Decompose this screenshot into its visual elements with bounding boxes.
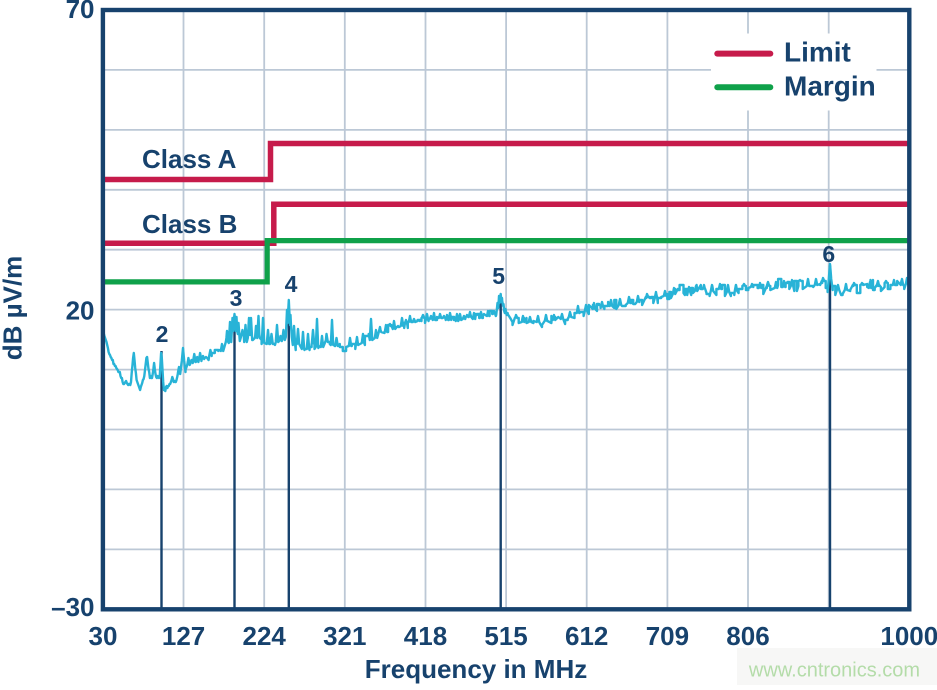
svg-text:www.cntronics.com: www.cntronics.com <box>748 660 920 682</box>
svg-text:709: 709 <box>646 621 689 651</box>
svg-text:Frequency in MHz: Frequency in MHz <box>365 654 587 684</box>
svg-text:dB µV/m: dB µV/m <box>0 256 28 361</box>
svg-text:5: 5 <box>492 263 505 289</box>
svg-text:321: 321 <box>323 621 366 651</box>
svg-text:1000: 1000 <box>880 621 937 651</box>
svg-text:418: 418 <box>404 621 447 651</box>
svg-text:612: 612 <box>565 621 608 651</box>
svg-text:–30: –30 <box>51 592 94 622</box>
svg-text:30: 30 <box>89 621 118 651</box>
svg-text:Class B: Class B <box>142 209 237 239</box>
svg-text:6: 6 <box>822 241 835 267</box>
svg-text:70: 70 <box>66 0 95 24</box>
svg-text:515: 515 <box>484 621 527 651</box>
svg-text:3: 3 <box>230 285 243 311</box>
svg-text:4: 4 <box>285 271 298 297</box>
svg-text:224: 224 <box>243 621 287 651</box>
svg-text:Limit: Limit <box>784 37 851 68</box>
svg-text:Class A: Class A <box>142 144 237 174</box>
svg-text:127: 127 <box>162 621 205 651</box>
svg-text:20: 20 <box>66 296 95 326</box>
svg-text:806: 806 <box>726 621 769 651</box>
svg-text:Margin: Margin <box>784 70 876 101</box>
svg-text:2: 2 <box>156 321 169 347</box>
